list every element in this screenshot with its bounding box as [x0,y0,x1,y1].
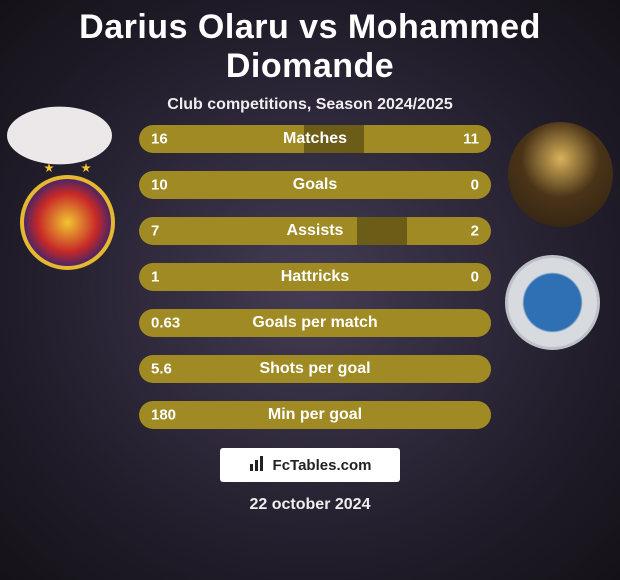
stat-label: Min per goal [139,406,491,424]
stat-bar: 5.6Shots per goal [139,355,491,383]
stat-bar: 10Hattricks [139,263,491,291]
subtitle: Club competitions, Season 2024/2025 [0,96,620,114]
stat-label: Goals [139,176,491,194]
page-title: Darius Olaru vs Mohammed Diomande [0,0,620,86]
stat-label: Goals per match [139,314,491,332]
club-right-badge [505,255,600,350]
player-left-photo [7,107,112,165]
stat-label: Assists [139,222,491,240]
stat-label: Hattricks [139,268,491,286]
brand-badge: FcTables.com [220,448,400,482]
stat-bar: 0.63Goals per match [139,309,491,337]
stat-bar: 72Assists [139,217,491,245]
player-right-photo [508,122,613,227]
stats-bars: 1611Matches 100Goals 72Assists 10Hattricks 0… [139,125,491,447]
comparison-card: Darius Olaru vs Mohammed Diomande Club c… [0,0,620,580]
stat-bar: 180Min per goal [139,401,491,429]
date-label: 22 october 2024 [0,496,620,514]
stat-bar: 1611Matches [139,125,491,153]
chart-icon [249,454,267,476]
brand-text: FcTables.com [273,457,372,474]
stat-bar: 100Goals [139,171,491,199]
club-left-badge [20,175,115,270]
stat-label: Matches [139,130,491,148]
stat-label: Shots per goal [139,360,491,378]
